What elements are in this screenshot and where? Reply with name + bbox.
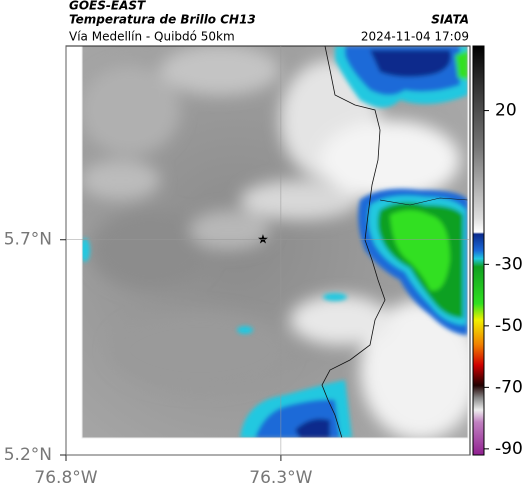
subtitle: Vía Medellín - Quibdó 50km xyxy=(69,30,235,44)
y-tick-label: 5.7°N xyxy=(4,230,52,250)
colorbar-tick-label: -70 xyxy=(495,377,523,397)
brand: SIATA xyxy=(431,13,469,27)
title: Temperatura de Brillo CH13 xyxy=(69,13,256,27)
satellite-image xyxy=(82,46,468,438)
x-tick-label: 76.8°W xyxy=(34,468,97,488)
timestamp: 2024-11-04 17:09 xyxy=(361,30,469,44)
source: GOES-EAST xyxy=(69,0,146,13)
colorbar-tick-label: -50 xyxy=(495,316,523,336)
colorbar-tick-label: 20 xyxy=(495,101,517,121)
colorbar-tick-label: -90 xyxy=(495,439,523,459)
coastline xyxy=(321,46,386,438)
colorbar xyxy=(472,45,485,456)
colorbar-tick-label: -30 xyxy=(495,254,523,274)
y-tick-label: 5.2°N xyxy=(4,445,52,465)
x-tick-label: 76.3°W xyxy=(249,468,312,488)
location-marker: ★ xyxy=(257,233,269,248)
